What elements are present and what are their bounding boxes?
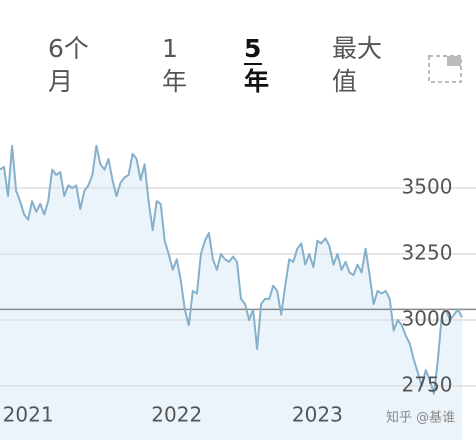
y-tick-label: 2750 xyxy=(402,372,453,396)
tab-label: 年 xyxy=(244,67,269,96)
price-line xyxy=(0,144,463,395)
tab-label: 1 xyxy=(162,34,178,63)
x-tick-label: 2023 xyxy=(292,403,343,427)
watermark: 知乎 @基谁 xyxy=(386,410,455,426)
icon-frame xyxy=(428,55,462,83)
range-tab[interactable]: 1年 xyxy=(162,34,187,96)
y-tick-label: 3500 xyxy=(402,175,453,199)
x-tick-label: 2022 xyxy=(151,403,202,427)
y-tick-label: 3250 xyxy=(402,241,453,265)
y-tick-label: 3000 xyxy=(402,306,453,330)
icon-corner xyxy=(447,56,461,66)
tab-label: 值 xyxy=(332,67,357,96)
tab-label: 月 xyxy=(48,67,73,96)
range-tab[interactable]: 6个月 xyxy=(48,34,89,96)
x-tick-label: 2021 xyxy=(3,403,54,427)
area xyxy=(0,145,462,441)
tab-label: 5 xyxy=(244,34,261,63)
range-tab[interactable]: 5年 xyxy=(244,34,269,96)
tab-label: 最大 xyxy=(332,34,382,63)
range-tab[interactable]: 最大值 xyxy=(332,34,382,96)
tab-label: 年 xyxy=(162,67,187,96)
range-icon[interactable] xyxy=(428,55,462,83)
tab-label: 6个 xyxy=(48,34,89,63)
